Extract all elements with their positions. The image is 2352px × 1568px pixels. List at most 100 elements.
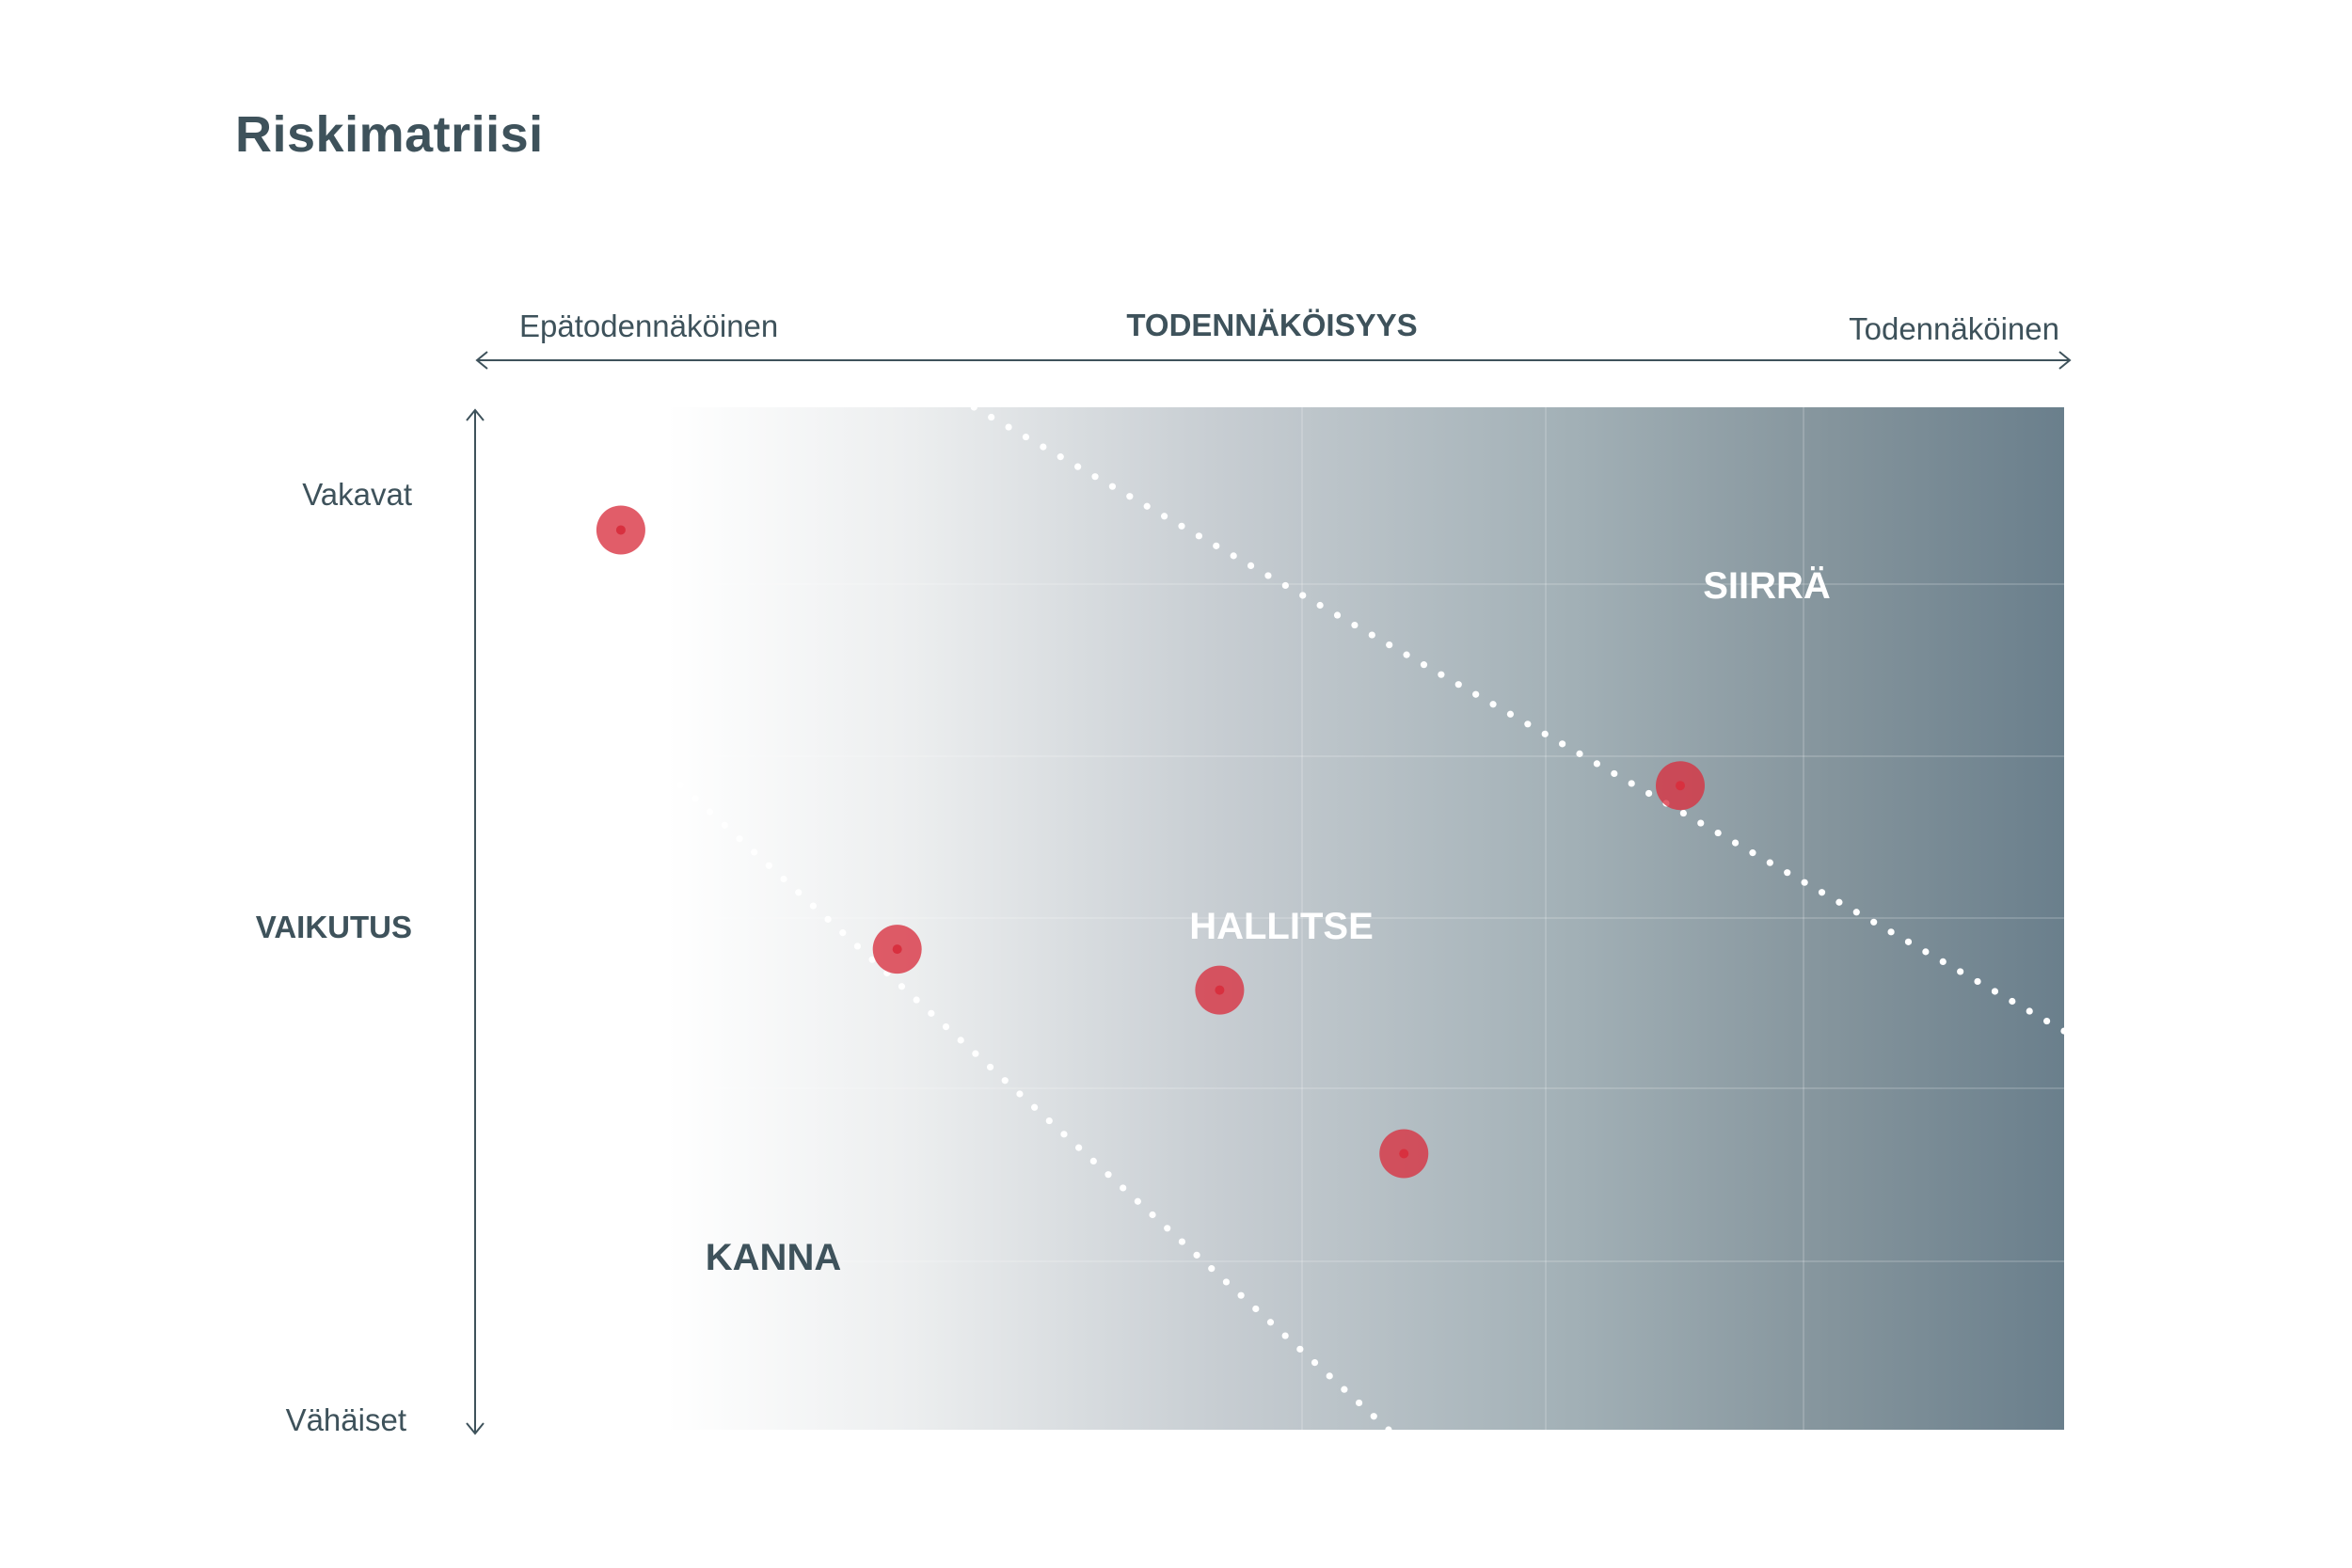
divider-dot <box>662 768 670 775</box>
divider-dot <box>1252 1305 1260 1313</box>
divider-dot <box>928 1009 935 1017</box>
divider-dot <box>751 848 758 856</box>
divider-dot <box>1120 1184 1127 1192</box>
divider-dot <box>1957 968 1964 975</box>
divider-dot <box>1904 938 1913 945</box>
divider-dot <box>970 404 977 411</box>
divider-dot <box>1714 829 1722 837</box>
divider-dot <box>1134 1197 1141 1205</box>
divider-dot <box>1022 433 1030 441</box>
risk-point-center <box>1676 781 1685 791</box>
divider-dot <box>1731 839 1740 847</box>
divider-dot <box>1091 473 1099 481</box>
divider-dot <box>1213 542 1220 549</box>
divider-dot <box>1489 701 1497 708</box>
divider-dot <box>1160 513 1168 520</box>
divider-dot <box>1316 601 1324 610</box>
divider-dot <box>988 413 995 421</box>
divider-dot <box>1386 641 1393 649</box>
y-axis-arrow <box>466 408 485 1435</box>
risk-points <box>596 505 1705 1179</box>
divider-dot <box>1311 1358 1319 1367</box>
divider-dot <box>2043 1017 2051 1025</box>
y-axis-max-label: Vakavat <box>302 477 412 512</box>
divider-dot <box>1057 453 1064 461</box>
divider-dot <box>986 1063 994 1071</box>
divider-dot <box>1089 1157 1097 1164</box>
risk-point-center <box>1215 985 1225 995</box>
divider-dot <box>1438 671 1445 678</box>
divider-dot <box>721 821 728 829</box>
divider-dot <box>1420 661 1428 669</box>
divider-dot <box>1247 562 1255 569</box>
divider-dot <box>1143 502 1151 510</box>
divider-dot <box>1178 1238 1185 1245</box>
divider-dot <box>1193 1251 1200 1259</box>
divider-dot <box>1326 1372 1333 1380</box>
divider-dot <box>1005 423 1012 431</box>
zone-label-kanna: KANNA <box>706 1237 841 1278</box>
divider-dot <box>1341 1386 1348 1393</box>
divider-dot <box>676 781 684 789</box>
zone-divider-2 <box>632 741 1392 1433</box>
divider-dot <box>1385 1426 1392 1433</box>
divider-dot <box>1108 483 1117 490</box>
divider-dot <box>2026 1007 2033 1015</box>
divider-dot <box>1104 1171 1112 1179</box>
divider-dot <box>1524 721 1532 728</box>
divider-dot <box>765 862 772 869</box>
divider-dot <box>707 808 714 816</box>
divider-dot <box>1766 859 1773 866</box>
divider-dot <box>736 835 743 843</box>
divider-dot <box>809 902 818 910</box>
risk-point-center <box>892 944 902 955</box>
divider-dot <box>1031 1103 1039 1111</box>
risk-point-center <box>1399 1148 1409 1159</box>
divider-dot <box>1299 592 1307 599</box>
risk-point[interactable] <box>596 505 645 555</box>
divider-dot <box>1333 611 1342 619</box>
divider-dot <box>1939 958 1947 965</box>
divider-dot <box>942 1022 950 1031</box>
divider-dot <box>1149 1211 1156 1219</box>
divider-dot <box>853 942 862 950</box>
divider-dot <box>1237 1291 1245 1299</box>
divider-dot <box>957 1037 964 1044</box>
risk-point[interactable] <box>1379 1129 1429 1179</box>
divider-dot <box>1351 621 1359 629</box>
divider-dot <box>2060 1027 2068 1035</box>
x-axis-max-label: Todennäköinen <box>1849 311 2059 346</box>
divider-dot <box>1016 1090 1024 1098</box>
divider-dot <box>1679 809 1687 817</box>
divider-dot <box>1991 988 1999 995</box>
divider-dot <box>1645 789 1653 798</box>
page-title: Riskimatriisi <box>235 106 544 163</box>
divider-dot <box>898 983 906 990</box>
divider-dot <box>1628 780 1635 787</box>
divider-dot <box>1355 1399 1363 1407</box>
divider-dot <box>913 996 920 1004</box>
divider-dot <box>972 1050 979 1057</box>
divider-dot <box>1922 948 1930 956</box>
divider-dot <box>1368 631 1375 639</box>
divider-dot <box>1045 1117 1053 1125</box>
divider-dot <box>1075 1144 1083 1151</box>
divider-dot <box>1836 898 1843 906</box>
matrix-background <box>529 407 2064 1430</box>
divider-dot <box>1040 443 1047 451</box>
divider-dot <box>1001 1077 1009 1085</box>
zone-label-siirra: SIIRRÄ <box>1703 565 1831 607</box>
divider-dot <box>868 956 876 963</box>
x-axis-title: TODENNÄKÖISYYS <box>1126 308 1418 342</box>
risk-point[interactable] <box>1656 761 1705 811</box>
risk-point[interactable] <box>1195 965 1245 1015</box>
matrix-grid <box>529 407 2064 1430</box>
divider-dot <box>1852 909 1860 916</box>
divider-dot <box>1801 879 1808 886</box>
divider-dot <box>1818 889 1826 896</box>
divider-dot <box>1593 760 1601 768</box>
risk-point[interactable] <box>872 925 922 974</box>
divider-dot <box>795 889 803 896</box>
divider-dot <box>1264 572 1272 579</box>
